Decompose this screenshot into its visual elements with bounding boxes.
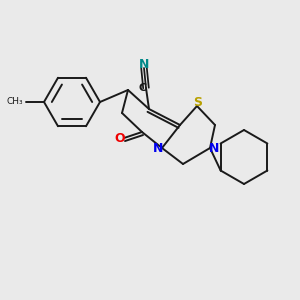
Text: CH₃: CH₃ [6, 98, 23, 106]
Text: O: O [115, 133, 125, 146]
Text: N: N [139, 58, 149, 71]
Text: S: S [194, 95, 202, 109]
Text: N: N [153, 142, 163, 155]
Text: C: C [139, 83, 147, 93]
Text: N: N [209, 142, 219, 155]
